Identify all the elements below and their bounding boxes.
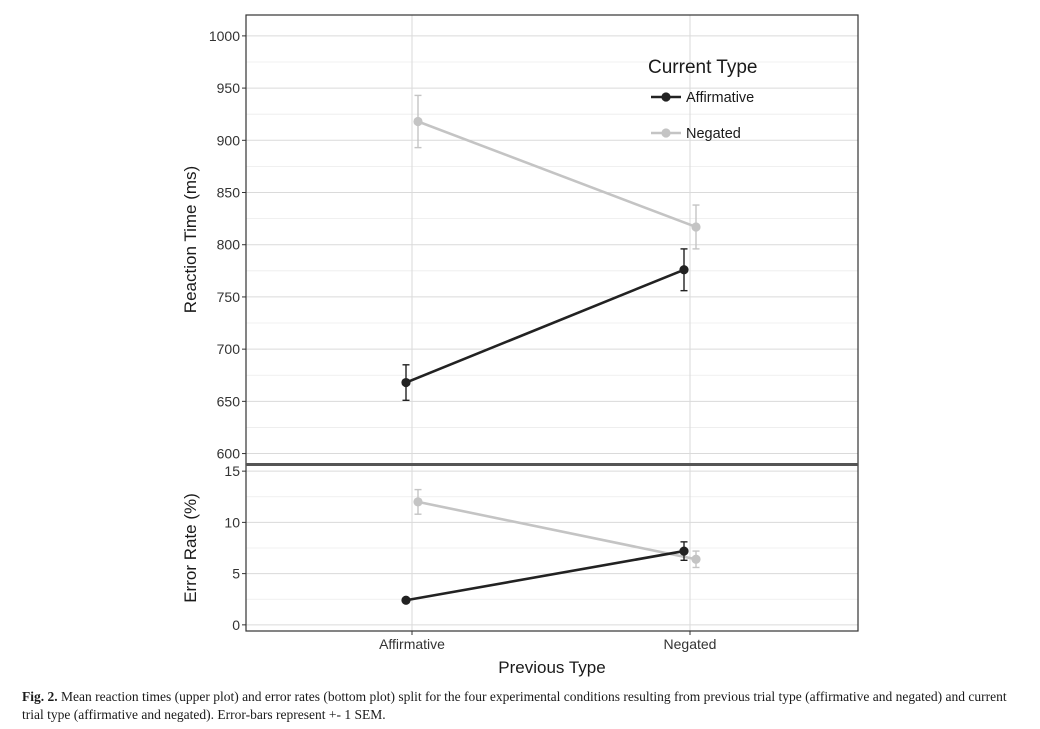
y-tick-label: 5 [232,566,240,582]
y-axis-label: Error Rate (%) [181,493,200,603]
data-point-affirmative [401,595,411,605]
data-point-affirmative [401,377,411,388]
data-point-affirmative [679,546,689,556]
figure-caption-text: Mean reaction times (upper plot) and err… [22,689,1007,722]
series-line-affirmative [405,268,685,384]
y-tick-label: 700 [217,341,241,357]
panel-border [245,14,859,465]
y-tick-label: 10 [224,514,240,530]
y-tick-label: 600 [217,446,241,462]
figure-caption: Fig. 2. Mean reaction times (upper plot)… [22,688,1022,724]
data-point-affirmative [679,265,689,275]
series-line-negated [417,120,697,229]
y-tick-label: 950 [217,80,241,96]
interaction-chart: 600 650 700 750 800 850 900 950 1000 Reaction Tim… [181,14,859,677]
y-tick-label: 800 [217,237,241,253]
legend-key-point [661,92,671,102]
x-axis-label: Previous Type [498,658,605,677]
legend-entry-affirmative: Affirmative [686,90,754,106]
y-tick-label: 900 [217,132,241,148]
data-point-negated [413,497,423,507]
legend-key-point [661,128,671,138]
x-tick-label: Affirmative [379,636,445,652]
y-tick-label: 0 [232,617,240,633]
y-tick-label: 750 [217,289,241,305]
data-point-negated [691,222,701,232]
y-tick-label: 850 [217,185,241,201]
legend-entry-negated: Negated [686,126,741,142]
series-line-negated [417,500,697,561]
y-tick-label: 15 [224,463,240,479]
x-tick-label: Negated [664,636,717,652]
series-line-affirmative [405,549,685,602]
data-point-negated [691,554,701,564]
y-tick-label: 650 [217,393,241,409]
data-point-negated [413,116,423,127]
legend-title: Current Type [648,57,757,78]
y-axis-label: Reaction Time (ms) [181,166,200,313]
figure-caption-label: Fig. 2. [22,689,58,704]
y-tick-label: 1000 [209,28,240,44]
